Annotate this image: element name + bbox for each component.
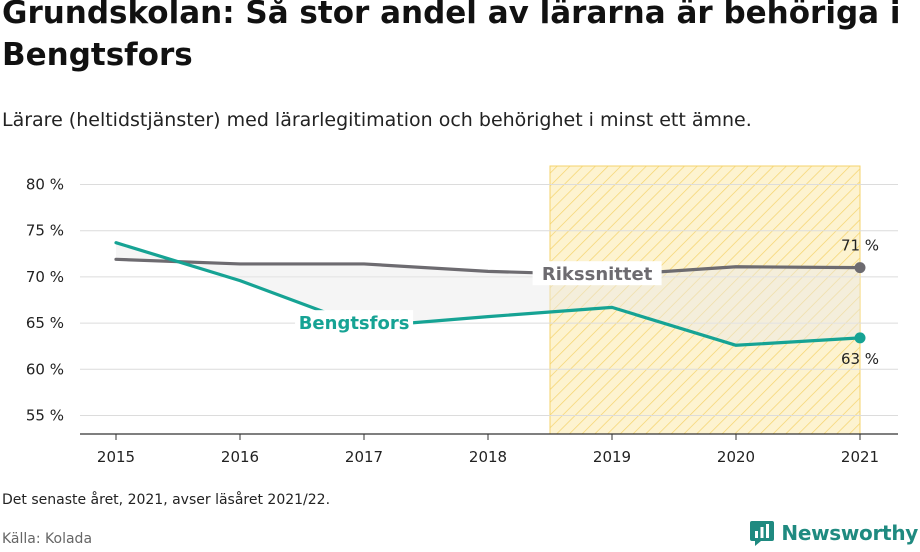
- chart-subtitle: Lärare (heltidstjänster) med lärarlegiti…: [2, 109, 752, 131]
- source-label: Källa: Kolada: [2, 531, 93, 547]
- x-tick-label: 2020: [717, 448, 755, 466]
- x-tick-label: 2021: [841, 448, 879, 466]
- y-tick-label: 60 %: [26, 360, 64, 378]
- y-tick-label: 75 %: [26, 222, 64, 240]
- data-point-bengtsfors: [854, 332, 866, 344]
- brand-name: Newsworthy: [781, 521, 918, 545]
- y-tick-label: 55 %: [26, 407, 64, 425]
- series-label-bengtsfors: Bengtsfors: [299, 313, 410, 334]
- data-point-rikssnittet: [854, 262, 866, 274]
- y-tick-label: 80 %: [26, 175, 64, 193]
- brand-logo: Newsworthy: [749, 518, 918, 548]
- chart-note: Det senaste året, 2021, avser läsåret 20…: [2, 492, 331, 508]
- series-label-bg: [532, 261, 662, 286]
- series-line-rikssnittet: [114, 257, 862, 277]
- x-tick-label: 2016: [221, 448, 259, 466]
- end-value-label-rikssnittet: 71 %: [841, 237, 879, 255]
- series-line-bengtsfors: [114, 241, 862, 347]
- bar-chart-speech-bubble-icon: [750, 521, 775, 546]
- chart-title: Grundskolan: Så stor andel av lärarna är…: [2, 0, 901, 73]
- y-tick-label: 65 %: [26, 314, 64, 332]
- series-label-bg: [295, 310, 414, 335]
- end-value-label-bengtsfors: 63 %: [841, 350, 879, 368]
- x-tick-label: 2017: [345, 448, 383, 466]
- x-tick-label: 2019: [593, 448, 631, 466]
- y-tick-label: 70 %: [26, 268, 64, 286]
- difference-area: [116, 242, 860, 346]
- line-chart: 55 % 60 % 65 % 70 % 75 % 80 % 2015 2016 2017 2018…: [26, 165, 898, 466]
- x-tick-label: 2018: [469, 448, 507, 466]
- highlight-region: [549, 165, 861, 435]
- x-tick-label: 2015: [97, 448, 135, 466]
- series-label-rikssnittet: Rikssnittet: [542, 264, 653, 285]
